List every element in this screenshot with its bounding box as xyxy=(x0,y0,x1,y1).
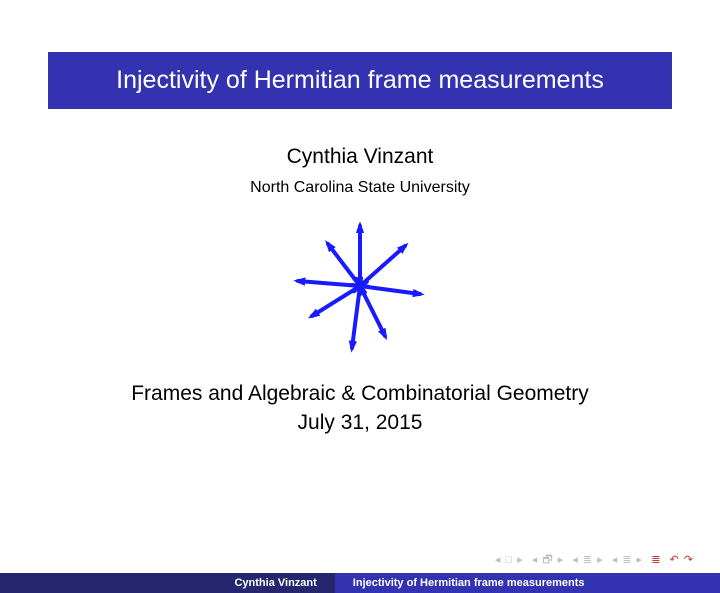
nav-prev-frame-icon[interactable]: ◂ 🗗 ▸ xyxy=(532,554,564,566)
footer-author: Cynthia Vinzant xyxy=(0,573,335,593)
nav-icons: ◂ □ ▸ ◂ 🗗 ▸ ◂ ≣ ▸ ◂ ≣ ▸ ≣ ↶ ↷ xyxy=(0,548,720,573)
vector-star-figure xyxy=(270,211,450,361)
author: Cynthia Vinzant xyxy=(0,145,720,169)
nav-outline-icon[interactable]: ≣ xyxy=(651,554,661,566)
footer: ◂ □ ▸ ◂ 🗗 ▸ ◂ ≣ ▸ ◂ ≣ ▸ ≣ ↶ ↷ Cynthia Vi… xyxy=(0,548,720,593)
figure-container xyxy=(0,211,720,361)
nav-first-icon[interactable]: ◂ □ ▸ xyxy=(495,554,524,566)
nav-prev-sub-icon[interactable]: ◂ ≣ ▸ xyxy=(572,554,603,566)
slide-title: Injectivity of Hermitian frame measureme… xyxy=(48,52,672,109)
nav-next-sub-icon[interactable]: ◂ ≣ ▸ xyxy=(612,554,643,566)
affiliation: North Carolina State University xyxy=(0,179,720,197)
subtitle-line-2: July 31, 2015 xyxy=(0,408,720,437)
slide-subtitle: Frames and Algebraic & Combinatorial Geo… xyxy=(0,379,720,438)
subtitle-line-1: Frames and Algebraic & Combinatorial Geo… xyxy=(0,379,720,408)
footer-title: Injectivity of Hermitian frame measureme… xyxy=(335,573,720,593)
footer-bar: Cynthia Vinzant Injectivity of Hermitian… xyxy=(0,573,720,593)
slide: Injectivity of Hermitian frame measureme… xyxy=(0,52,720,593)
nav-back-forward-icon[interactable]: ↶ ↷ xyxy=(670,554,695,566)
